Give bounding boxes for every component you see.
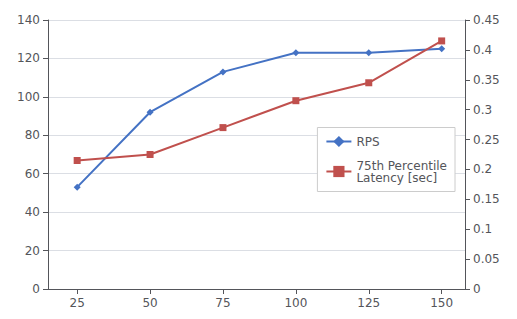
svg-text:150: 150 <box>430 296 453 310</box>
svg-text:0: 0 <box>32 282 40 296</box>
svg-text:100: 100 <box>17 90 40 104</box>
svg-text:120: 120 <box>17 51 40 65</box>
svg-text:50: 50 <box>142 296 157 310</box>
svg-text:0.35: 0.35 <box>473 73 500 87</box>
svg-text:140: 140 <box>17 13 40 27</box>
svg-text:0.05: 0.05 <box>473 252 500 266</box>
svg-text:40: 40 <box>25 205 40 219</box>
svg-text:80: 80 <box>25 128 40 142</box>
svg-text:100: 100 <box>284 296 307 310</box>
svg-text:0.2: 0.2 <box>473 162 492 176</box>
svg-text:75: 75 <box>215 296 230 310</box>
svg-text:125: 125 <box>357 296 380 310</box>
svg-text:0.45: 0.45 <box>473 13 500 27</box>
svg-text:60: 60 <box>25 167 40 181</box>
svg-text:75th Percentile: 75th Percentile <box>356 158 447 173</box>
svg-text:0: 0 <box>473 282 481 296</box>
svg-text:20: 20 <box>25 244 40 258</box>
svg-text:25: 25 <box>70 296 85 310</box>
svg-text:RPS: RPS <box>356 135 379 149</box>
svg-text:0.4: 0.4 <box>473 43 492 57</box>
svg-text:0.15: 0.15 <box>473 192 500 206</box>
svg-text:0.1: 0.1 <box>473 222 492 236</box>
svg-text:0.3: 0.3 <box>473 103 492 117</box>
svg-text:Latency [sec]: Latency [sec] <box>356 171 437 185</box>
svg-text:0.25: 0.25 <box>473 133 500 147</box>
